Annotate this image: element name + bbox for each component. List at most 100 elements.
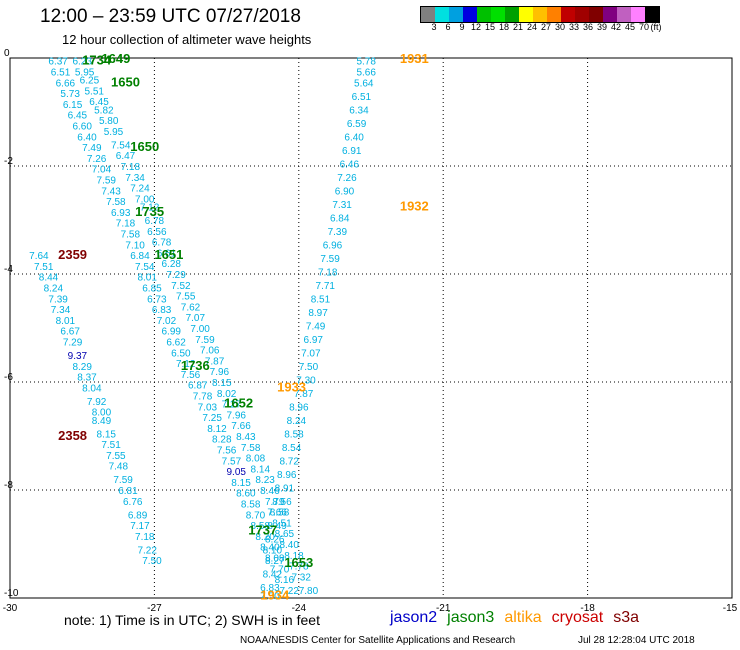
wave-height-point: 7.25 (202, 413, 222, 424)
x-tick-label: -18 (580, 603, 595, 614)
color-scale-tick: 9 (459, 22, 465, 32)
data-points: 6.37 6.236.51 5.956.66 6.255.73 5.516.15 6.45… (29, 51, 429, 602)
wave-height-point: 7.26 (87, 154, 107, 165)
wave-height-point: 6.51 (51, 68, 71, 79)
wave-height-point: 7.32 (291, 572, 311, 583)
wave-height-point: 7.52 (171, 281, 191, 292)
wave-height-point: 8.44 (39, 273, 59, 284)
pass-time-label: 1651 (154, 247, 183, 262)
color-swatch (421, 7, 435, 22)
color-scale-tick: 42 (610, 22, 621, 32)
wave-height-point: 7.18 (121, 162, 141, 173)
wave-height-point: 7.07 (186, 313, 206, 324)
color-swatch (561, 7, 575, 22)
wave-height-point: 7.59 (97, 176, 117, 187)
wave-height-point: 8.97 (308, 308, 328, 319)
wave-height-point: 8.43 (236, 432, 256, 443)
wave-height-point: 7.18 (135, 532, 155, 543)
color-scale-tick: 27 (540, 22, 551, 32)
satellite-jason2: jason2 (390, 609, 438, 626)
wave-height-point: 6.91 (342, 146, 362, 157)
wave-height-point: 7.66 (267, 508, 287, 519)
wave-height-point: 7.57 (222, 456, 242, 467)
wave-height-point: 7.34 (51, 305, 71, 316)
wave-height-point: 8.72 (279, 456, 299, 467)
wave-height-point: 7.78 (193, 392, 213, 403)
wave-height-point: 7.59 (113, 475, 133, 486)
wave-height-point: 7.92 (87, 397, 107, 408)
wave-height-point: 8.27 (265, 556, 285, 567)
wave-height-point: 8.58 (270, 508, 290, 519)
color-scale-tick: 39 (596, 22, 607, 32)
footer-organization: NOAA/NESDIS Center for Satellite Applica… (240, 635, 516, 646)
chart-subtitle: 12 hour collection of altimeter wave hei… (62, 32, 312, 47)
wave-height-point: 6.67 (60, 327, 80, 338)
wave-height-point: 5.64 (354, 78, 374, 89)
wave-height-point: 6.84 (330, 213, 350, 224)
wave-height-point: 7.58 (121, 230, 141, 241)
color-scale-tick: 18 (498, 22, 509, 32)
wave-height-point: 8.24 (287, 416, 307, 427)
pass-time-label: 2358 (58, 428, 87, 443)
footnote: note: 1) Time is in UTC; 2) SWH is in fe… (64, 612, 320, 628)
wave-height-point: 7.51 (101, 440, 121, 451)
wave-height-point: 7.56 (181, 370, 201, 381)
wave-height-point: 7.10 (125, 240, 145, 251)
wave-height-point: 8.58 (241, 500, 261, 511)
wave-height-point: 8.10 (263, 545, 283, 556)
wave-height-point: 7.59 (195, 335, 215, 346)
wave-height-point: 8.26 (265, 535, 285, 546)
color-swatch (603, 7, 617, 22)
color-swatch (519, 7, 533, 22)
wave-height-point: 7.49 (82, 143, 102, 154)
wave-height-point: 8.40 (260, 543, 280, 554)
y-tick-label: -4 (4, 264, 13, 275)
wave-height-point: 6.61 (157, 248, 177, 259)
wave-height-point: 6.25 (80, 76, 100, 87)
wave-height-point: 8.12 (207, 424, 227, 435)
pass-time-label: 1649 (101, 51, 130, 66)
wave-height-point: 8.15 (97, 429, 117, 440)
wave-height-point: 6.51 (352, 92, 372, 103)
color-swatch (575, 7, 589, 22)
satellite-cryosat: cryosat (551, 609, 604, 626)
wave-height-point: 9.05 (226, 467, 246, 478)
wave-height-point: 6.45 (68, 111, 88, 122)
wave-height-point: 6.59 (347, 119, 367, 130)
wave-height-point: 6.83 (152, 305, 172, 316)
x-tick-label: -15 (723, 603, 738, 614)
wave-height-point: 5.82 (94, 105, 114, 116)
wave-height-point: 8.02 (217, 389, 237, 400)
color-swatch (533, 7, 547, 22)
wave-height-point: 8.65 (275, 529, 295, 540)
wave-height-point: 8.20 (255, 532, 275, 543)
wave-height-point: 7.50 (142, 556, 162, 567)
wave-height-point: 8.42 (263, 570, 283, 581)
wave-height-point: 8.70 (246, 510, 266, 521)
wave-height-point: 8.51 (272, 518, 292, 529)
pass-time-label: 1650 (111, 74, 140, 89)
wave-height-point: 7.78 (289, 562, 309, 573)
y-tick-label: 0 (4, 48, 10, 59)
pass-time-label: 1934 (260, 587, 290, 602)
wave-height-point: 8.96 (289, 402, 309, 413)
wave-height-point: 7.00 (190, 324, 210, 335)
grid-lines (10, 58, 732, 598)
y-tick-label: -2 (4, 156, 13, 167)
x-tick-label: -21 (436, 603, 451, 614)
color-swatch (505, 7, 519, 22)
color-scale-tick: 3 (431, 22, 437, 32)
wave-height-point: 7.66 (231, 421, 251, 432)
wave-height-point: 7.48 (109, 462, 129, 473)
color-scale-bar (420, 6, 660, 23)
wave-height-point: 8.04 (82, 383, 102, 394)
footer-timestamp: Jul 28 12:28:04 UTC 2018 (578, 635, 695, 646)
wave-height-point: 7.96 (210, 367, 230, 378)
wave-height-point: 8.29 (72, 362, 92, 373)
color-swatch (463, 7, 477, 22)
wave-height-point: 7.62 (181, 302, 201, 313)
wave-height-point: 8.96 (277, 470, 297, 481)
wave-height-point: 8.01 (56, 316, 76, 327)
wave-height-point: 7.55 (106, 451, 126, 462)
wave-height-point: 6.73 (147, 294, 167, 305)
